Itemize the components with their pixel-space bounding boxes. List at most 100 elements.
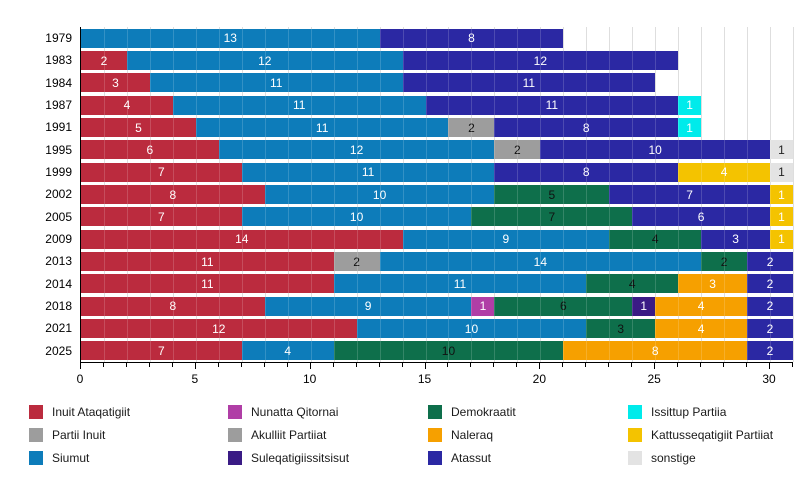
bar-value-label: 11: [453, 276, 467, 291]
bar-value-label: 2: [766, 299, 774, 314]
year-label-2021: 2021: [45, 321, 72, 336]
bar-value-label: 7: [548, 209, 556, 224]
x-minor-tick: [493, 363, 495, 367]
bar-value-label: 12: [212, 321, 226, 336]
bar-segment-1995-ia: 6: [81, 140, 219, 160]
bar-value-label: 11: [201, 254, 214, 269]
bar-segment-1991-ap: 2: [448, 118, 495, 137]
bar-value-label: 8: [468, 31, 475, 46]
bar-value-label: 13: [223, 31, 237, 46]
x-minor-tick: [286, 363, 288, 367]
year-label-2014: 2014: [45, 276, 72, 291]
bar-segment-1995-sonst: 1: [770, 140, 793, 160]
bar-value-label: 5: [135, 120, 142, 135]
legend-swatch-sul: [228, 450, 242, 465]
bar-value-label: 11: [269, 75, 283, 90]
x-major-tick: [424, 363, 426, 369]
chart-legend: Inuit Ataqatigiit Partii Inuit Siumut Nunat…: [0, 398, 800, 478]
bar-value-label: 2: [766, 276, 774, 291]
bar-segment-2013-ata: 2: [747, 252, 793, 271]
legend-label-ip: Issittup Partiia: [651, 404, 727, 419]
gridline: [793, 27, 794, 362]
bar-segment-1984-ia: 3: [81, 73, 150, 93]
legend-label-dem: Demokraatit: [451, 404, 516, 419]
bar-value-label: 7: [158, 343, 165, 358]
bar-segment-2025-ia: 7: [81, 341, 242, 361]
x-minor-tick: [677, 363, 679, 367]
bar-row-1987: 4 11 11 1: [81, 95, 702, 115]
bar-value-label: 2: [514, 142, 521, 157]
bar-segment-1987-ia: 4: [81, 95, 173, 115]
x-minor-tick: [585, 363, 587, 367]
bar-value-label: 1: [778, 165, 785, 180]
x-minor-tick: [631, 363, 633, 367]
bar-segment-2002-ata: 7: [609, 185, 770, 204]
bar-segment-2021-nal: 4: [655, 319, 748, 338]
bar-segment-2018-nq: 1: [471, 296, 495, 316]
bar-value-label: 1: [640, 299, 648, 314]
bar-value-label: 1: [778, 232, 785, 247]
legend-label-sonst: sonstige: [651, 450, 696, 465]
bar-row-2005: 7 10 7 6 1: [81, 207, 793, 227]
legend-swatch-dem: [428, 404, 442, 419]
x-major-tick: [769, 363, 771, 369]
legend-item-nal: Naleraq: [428, 427, 493, 442]
bar-row-1979: 13 8: [81, 28, 564, 48]
bar-segment-1999-ata: 8: [494, 162, 679, 182]
bar-segment-1999-ia: 7: [81, 162, 242, 182]
x-tick-label-0: 0: [76, 372, 84, 386]
bar-segment-1983-siumut: 12: [126, 51, 403, 70]
x-tick-label-15: 15: [417, 372, 432, 386]
bar-segment-2005-ata: 6: [632, 207, 770, 227]
legend-label-sul: Suleqatigiissitsisut: [251, 450, 350, 465]
bar-segment-2013-siumut: 14: [379, 252, 702, 271]
bar-segment-1983-ia: 2: [81, 51, 127, 70]
bar-value-label: 4: [284, 343, 292, 358]
legend-label-kp: Kattusseqatigiit Partiiat: [651, 427, 774, 442]
x-tick-label-5: 5: [191, 372, 199, 386]
bar-value-label: 10: [441, 343, 456, 358]
bar-segment-1991-ip: 1: [678, 118, 702, 137]
bar-segment-2014-ia: 11: [81, 274, 334, 294]
legend-swatch-kp: [628, 427, 642, 442]
legend-swatch-ap: [228, 427, 242, 442]
bar-segment-2018-dem: 6: [494, 296, 633, 316]
bar-row-1984: 3 11 11: [81, 73, 656, 93]
legend-swatch-nal: [428, 427, 442, 442]
bar-value-label: 11: [361, 165, 375, 180]
bar-value-label: 4: [123, 98, 131, 113]
bar-value-label: 4: [628, 276, 636, 291]
bar-value-label: 5: [548, 187, 556, 202]
legend-item-ip: Issittup Partiia: [628, 404, 726, 419]
year-label-2025: 2025: [45, 343, 72, 358]
bar-segment-1999-sonst: 1: [770, 162, 793, 182]
bar-value-label: 10: [349, 209, 364, 224]
bar-segment-2005-ia: 7: [81, 207, 242, 227]
bar-row-2025: 7 4 10 8 2: [81, 341, 793, 361]
legend-swatch-sonst: [628, 450, 642, 465]
bar-value-label: 1: [778, 142, 785, 157]
legend-swatch-nq: [228, 404, 242, 419]
year-label-2013: 2013: [45, 254, 72, 269]
bar-segment-2021-dem: 3: [586, 319, 656, 338]
legend-swatch-ia: [29, 404, 43, 419]
bar-segment-2009-ata: 3: [701, 229, 770, 249]
x-minor-tick: [217, 363, 219, 367]
x-minor-tick: [355, 363, 357, 367]
bar-segment-1991-ata: 8: [494, 118, 679, 137]
bar-value-label: 2: [766, 321, 774, 336]
legend-swatch-ip: [628, 404, 642, 419]
x-major-tick: [539, 363, 541, 369]
bar-value-label: 9: [502, 232, 510, 247]
bar-segment-2005-kp: 1: [770, 207, 793, 227]
bar-segment-2014-siumut: 11: [333, 274, 587, 294]
bar-value-label: 4: [697, 299, 705, 314]
bar-segment-2002-dem: 5: [494, 185, 610, 204]
bar-value-label: 8: [169, 187, 177, 202]
year-label-1979: 1979: [45, 31, 72, 45]
bar-segment-2002-siumut: 10: [264, 185, 495, 204]
bar-value-label: 1: [479, 299, 487, 314]
bar-segment-2009-kp: 1: [770, 229, 793, 249]
x-minor-tick: [332, 363, 334, 367]
